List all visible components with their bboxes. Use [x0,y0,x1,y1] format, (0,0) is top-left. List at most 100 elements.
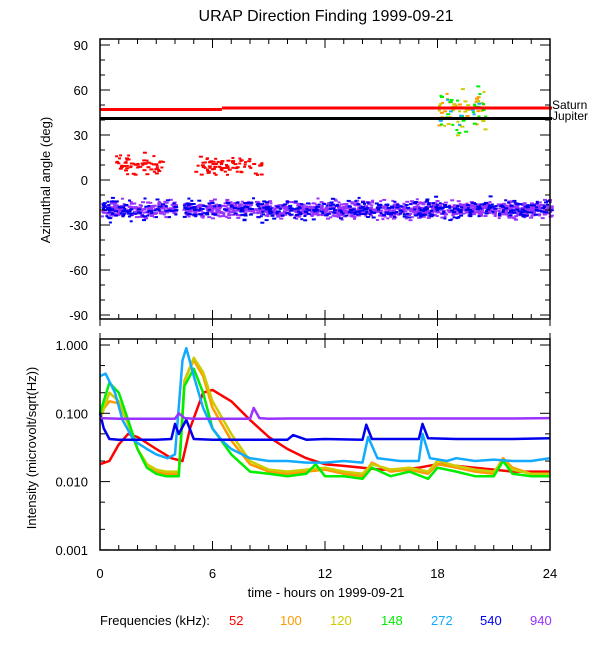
azimuth-point-52 [220,160,225,163]
azimuth-point-540 [424,200,429,203]
azimuth-point-540 [264,219,269,222]
azimuth-point-940 [154,212,159,215]
azimuth-tick-label: 30 [74,128,88,143]
azimuth-point-940 [210,217,215,220]
azimuth-point-148 [448,101,453,103]
azimuth-point-540 [370,211,374,214]
azimuth-point-148 [478,93,482,95]
azimuth-point-540 [428,214,432,217]
azimuth-point-940 [210,205,214,208]
azimuth-point-540 [112,200,116,203]
azimuth-point-940 [402,209,406,212]
azimuth-point-540 [484,201,488,204]
azimuth-point-540 [193,213,198,216]
intensity-series-540 [98,412,551,441]
azimuth-point-52 [146,166,151,169]
azimuth-point-540 [107,211,111,214]
azimuth-point-52 [223,170,227,173]
azimuth-point-52 [124,161,128,164]
azimuth-point-940 [384,208,388,211]
azimuth-point-540 [409,203,413,206]
azimuth-point-940 [301,211,306,214]
azimuth-point-940 [480,213,483,216]
azimuth-point-540 [102,202,107,205]
azimuth-point-940 [315,203,319,206]
azimuth-point-540 [452,216,456,219]
azimuth-point-940 [295,217,299,220]
azimuth-tick-label: 60 [74,83,88,98]
azimuth-point-52 [238,162,242,165]
azimuth-point-52 [219,161,224,164]
azimuth-point-540 [240,213,244,216]
azimuth-point-940 [403,206,408,209]
azimuth-point-540 [466,204,470,207]
azimuth-point-148 [455,129,459,131]
azimuth-point-148 [456,99,459,102]
azimuth-point-940 [272,213,276,216]
legend-item-100: 100 [280,613,302,628]
azimuth-point-940 [543,198,547,201]
azimuth-point-940 [187,215,191,218]
azimuth-point-540 [155,216,158,219]
azimuth-point-540 [295,213,299,216]
azimuth-point-940 [396,205,400,207]
azimuth-point-540 [430,214,435,217]
azimuth-point-940 [342,206,347,209]
azimuth-point-540 [107,204,111,207]
azimuth-point-540 [520,210,525,213]
azimuth-point-52 [226,173,229,176]
azimuth-point-540 [252,197,255,200]
azimuth-point-940 [260,204,264,207]
azimuth-point-540 [441,207,445,210]
azimuth-point-940 [381,218,385,221]
azimuth-point-940 [531,211,536,214]
azimuth-point-940 [315,211,319,214]
azimuth-point-120 [438,104,442,107]
azimuth-point-52 [260,162,264,165]
azimuth-point-148 [473,103,477,106]
azimuth-point-540 [443,217,447,220]
azimuth-point-940 [433,203,437,206]
azimuth-point-940 [379,200,383,203]
azimuth-point-540 [186,204,191,207]
azimuth-point-940 [197,204,201,207]
azimuth-point-540 [512,199,517,202]
azimuth-point-540 [134,212,138,215]
azimuth-point-940 [463,207,468,210]
azimuth-point-540 [338,209,343,212]
azimuth-point-940 [303,213,308,216]
azimuth-point-540 [388,213,393,216]
azimuth-point-540 [505,207,509,210]
azimuth-point-52 [218,166,222,168]
azimuth-point-940 [477,211,482,214]
azimuth-point-940 [493,215,497,217]
azimuth-point-940 [152,205,156,208]
azimuth-point-120 [463,110,468,113]
azimuth-point-940 [166,207,171,210]
azimuth-point-540 [329,201,334,204]
azimuth-point-940 [276,215,281,218]
intensity-series-272 [99,346,551,464]
azimuth-point-940 [309,214,314,216]
azimuth-point-52 [127,154,131,157]
azimuth-point-940 [133,202,137,205]
azimuth-point-540 [421,214,424,217]
azimuth-point-940 [545,210,549,212]
azimuth-point-540 [479,207,483,210]
azimuth-point-540 [268,212,273,215]
azimuth-point-540 [443,204,448,206]
azimuth-point-940 [404,217,408,220]
azimuth-point-940 [263,210,267,213]
azimuth-point-540 [119,212,123,215]
azimuth-point-940 [279,205,283,208]
azimuth-point-540 [187,207,192,210]
azimuth-point-540 [313,210,317,213]
azimuth-point-940 [473,211,477,214]
azimuth-point-940 [330,211,334,214]
azimuth-point-540 [201,208,205,210]
azimuth-point-940 [316,197,320,200]
intensity-series-148 [98,367,550,481]
azimuth-point-940 [546,205,550,208]
time-tick-label: 6 [209,566,216,581]
azimuth-point-540 [110,196,115,199]
